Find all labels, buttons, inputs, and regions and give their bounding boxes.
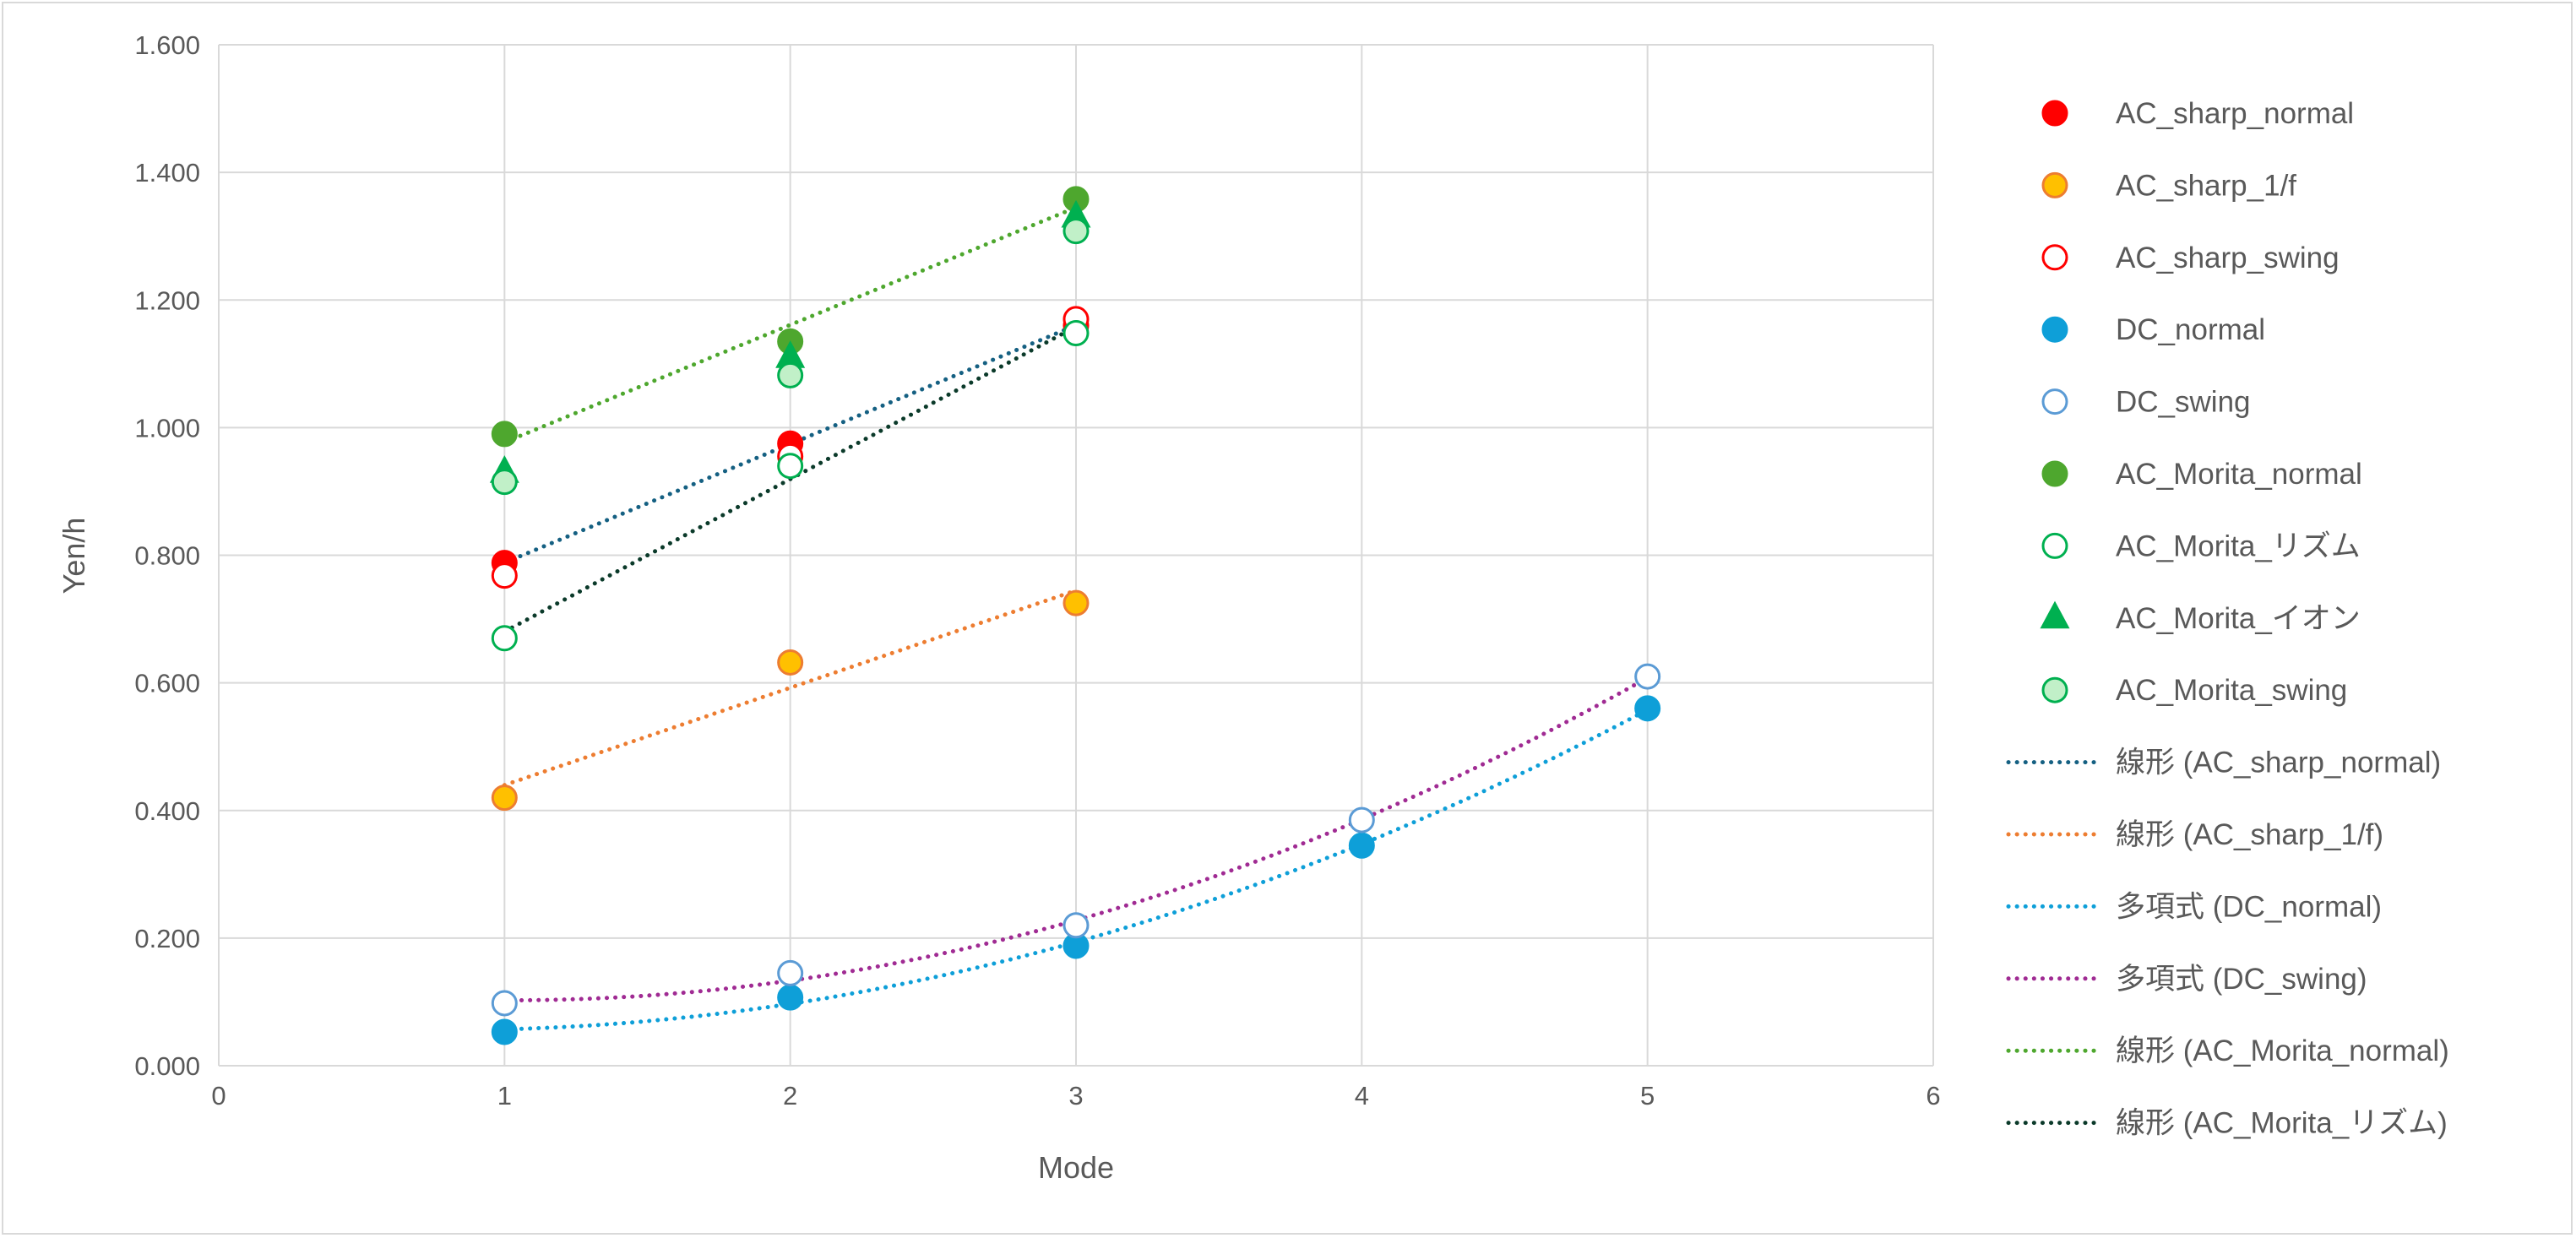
- data-point: [1634, 663, 1661, 690]
- legend-marker: [2041, 388, 2068, 415]
- data-point: [1062, 589, 1090, 616]
- legend-marker: [2041, 171, 2068, 198]
- data-point: [1348, 806, 1375, 833]
- legend: AC_sharp_normal AC_sharp_1/f AC_sharp_swin…: [2006, 97, 2449, 1140]
- trendline: [502, 323, 1079, 565]
- legend-label: DC_normal: [2116, 313, 2265, 346]
- legend-label: AC_sharp_1/f: [2116, 169, 2296, 202]
- data-point: [491, 421, 518, 448]
- legend-marker: [2041, 460, 2068, 487]
- legend-label: AC_Morita_swing: [2116, 674, 2347, 707]
- x-tick-label: 0: [211, 1081, 226, 1110]
- data-point: [491, 1018, 518, 1045]
- legend-label: 線形 (AC_Morita_リズム): [2116, 1107, 2448, 1140]
- legend-marker: [2041, 676, 2068, 703]
- legend-label: AC_Morita_リズム: [2116, 529, 2361, 562]
- legend-label: AC_sharp_swing: [2116, 242, 2340, 274]
- legend-marker: [2041, 316, 2068, 343]
- data-point: [777, 984, 804, 1011]
- data-point: [777, 649, 804, 676]
- y-tick-label: 1.200: [134, 285, 200, 315]
- y-tick-label: 1.400: [134, 158, 200, 187]
- data-point: [1062, 218, 1090, 245]
- x-tick-label: 3: [1068, 1081, 1083, 1110]
- data-point: [491, 625, 518, 652]
- y-tick-label: 0.400: [134, 796, 200, 826]
- legend-label: 線形 (AC_Morita_normal): [2116, 1034, 2449, 1067]
- legend-label: AC_Morita_normal: [2116, 458, 2362, 491]
- legend-label: 線形 (AC_sharp_1/f): [2116, 818, 2383, 851]
- data-points: [489, 186, 1661, 1045]
- data-point: [777, 959, 804, 986]
- data-point: [491, 785, 518, 812]
- y-tick-label: 0.200: [134, 924, 200, 953]
- legend-label: 多項式 (DC_swing): [2116, 963, 2367, 996]
- trendline: [502, 205, 1079, 445]
- x-tick-label: 2: [783, 1081, 797, 1110]
- data-point: [1348, 832, 1375, 859]
- y-axis-title: Yen/h: [57, 518, 91, 595]
- legend-marker: [2041, 244, 2068, 271]
- x-tick-label: 4: [1355, 1081, 1369, 1110]
- legend-marker: [2041, 532, 2068, 559]
- tick-labels: 0.000 0.200 0.400 0.600 0.800 1.000 1.200 1.400…: [134, 30, 1940, 1110]
- x-tick-label: 5: [1640, 1081, 1655, 1110]
- legend-label: DC_swing: [2116, 386, 2251, 419]
- data-point: [491, 562, 518, 589]
- data-point: [1062, 320, 1090, 347]
- legend-label: 線形 (AC_sharp_normal): [2116, 747, 2441, 779]
- data-point: [1062, 912, 1090, 939]
- y-tick-label: 1.600: [134, 30, 200, 60]
- data-point: [1634, 695, 1661, 722]
- legend-label: AC_Morita_イオン: [2116, 602, 2361, 635]
- legend-marker: [2041, 100, 2068, 127]
- data-point: [777, 453, 804, 480]
- y-tick-label: 1.000: [134, 413, 200, 443]
- x-axis-title: Mode: [1038, 1150, 1114, 1185]
- data-point: [491, 469, 518, 496]
- y-tick-label: 0.600: [134, 669, 200, 698]
- trendline: [502, 324, 1079, 634]
- legend-label: 多項式 (DC_normal): [2116, 890, 2382, 923]
- legend-label: AC_sharp_normal: [2116, 97, 2354, 130]
- data-point: [491, 990, 518, 1017]
- x-tick-label: 6: [1926, 1081, 1940, 1110]
- trendline: [502, 588, 1079, 788]
- y-tick-label: 0.800: [134, 541, 200, 571]
- y-tick-label: 0.000: [134, 1051, 200, 1081]
- x-tick-label: 1: [497, 1081, 512, 1110]
- data-point: [777, 361, 804, 388]
- legend-marker: [2040, 600, 2070, 629]
